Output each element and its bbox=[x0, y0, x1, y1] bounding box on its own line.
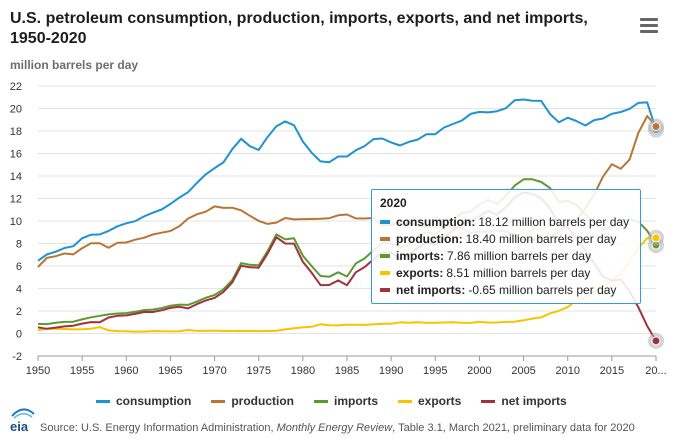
legend-item-exports[interactable]: exports bbox=[398, 394, 461, 408]
source-suffix: , Table 3.1, March 2021, preliminary dat… bbox=[392, 422, 635, 434]
tooltip-rows: consumption: 18.12 million barrels per da… bbox=[380, 213, 632, 298]
legend-swatch bbox=[481, 399, 496, 403]
y-tick-label: 22 bbox=[10, 81, 22, 93]
legend-item-consumption[interactable]: consumption bbox=[96, 394, 191, 408]
y-axis-units-label: million barrels per day bbox=[10, 58, 139, 72]
x-tick-label: 2010 bbox=[555, 365, 579, 377]
x-tick-label: 1985 bbox=[335, 365, 359, 377]
tooltip-value: 7.86 million barrels per day bbox=[447, 248, 592, 263]
y-tick-label: 4 bbox=[16, 284, 22, 296]
x-tick-label: 1980 bbox=[291, 365, 315, 377]
legend-item-imports[interactable]: imports bbox=[313, 394, 378, 408]
tooltip-value: -0.65 million barrels per day bbox=[468, 282, 617, 297]
x-tick-label: 1955 bbox=[70, 365, 94, 377]
y-tick-label: 16 bbox=[10, 149, 22, 161]
legend-swatch bbox=[313, 399, 328, 403]
x-tick-label: 1970 bbox=[202, 365, 226, 377]
y-tick-label: 18 bbox=[10, 126, 22, 138]
tooltip-value: 8.51 million barrels per day bbox=[446, 265, 591, 280]
tooltip-label: production: bbox=[396, 231, 463, 246]
legend-swatch bbox=[211, 399, 226, 403]
tooltip-swatch bbox=[380, 236, 390, 241]
tooltip-label: exports: bbox=[396, 265, 444, 280]
x-tick-label: 1950 bbox=[26, 365, 50, 377]
tooltip-swatch bbox=[380, 287, 390, 292]
y-tick-label: 10 bbox=[10, 216, 22, 228]
legend-label: imports bbox=[333, 394, 378, 408]
legend-swatch bbox=[398, 399, 412, 403]
tooltip-row: exports: 8.51 million barrels per day bbox=[380, 264, 632, 281]
tooltip-year: 2020 bbox=[380, 196, 407, 210]
legend-swatch bbox=[96, 399, 110, 403]
series-marker-production bbox=[651, 122, 661, 131]
source-publication: Monthly Energy Review bbox=[276, 422, 393, 434]
chart-markers bbox=[648, 118, 664, 349]
y-tick-label: 14 bbox=[10, 171, 22, 183]
x-tick-label: 1965 bbox=[158, 365, 182, 377]
series-marker-exports bbox=[651, 233, 661, 243]
y-tick-label: 2 bbox=[16, 306, 22, 318]
chart-legend: consumption production imports exports net i… bbox=[96, 394, 587, 408]
tooltip-label: imports: bbox=[396, 248, 444, 263]
menu-bar bbox=[640, 18, 658, 21]
tooltip-swatch bbox=[380, 270, 390, 275]
tooltip-swatch bbox=[380, 219, 390, 224]
legend-item-net-imports[interactable]: net imports bbox=[481, 394, 567, 408]
tooltip-value: 18.40 million barrels per day bbox=[465, 231, 617, 246]
hamburger-menu-icon[interactable] bbox=[640, 18, 658, 34]
x-tick-label: 2005 bbox=[511, 365, 535, 377]
source-prefix: Source: U.S. Energy Information Administ… bbox=[40, 422, 277, 434]
tooltip-row: consumption: 18.12 million barrels per da… bbox=[380, 213, 632, 230]
y-tick-label: 12 bbox=[10, 194, 22, 206]
menu-bar bbox=[640, 30, 658, 33]
y-tick-label: -2 bbox=[12, 351, 22, 363]
x-tick-label: 1960 bbox=[114, 365, 138, 377]
y-tick-label: 8 bbox=[16, 239, 22, 251]
series-line-consumption bbox=[37, 98, 657, 262]
legend-label: net imports bbox=[501, 394, 567, 408]
tooltip-label: net imports: bbox=[396, 282, 466, 297]
data-tooltip: 2020 consumption: 18.12 million barrels p… bbox=[371, 189, 641, 304]
tooltip-value: 18.12 million barrels per day bbox=[478, 214, 630, 229]
y-tick-label: 20 bbox=[10, 104, 22, 116]
tooltip-row: production: 18.40 million barrels per day bbox=[380, 230, 632, 247]
chart-title: U.S. petroleum consumption, production, … bbox=[10, 10, 588, 47]
tooltip-label: consumption: bbox=[396, 214, 476, 229]
legend-label: production bbox=[231, 394, 294, 408]
eia-logo: eia bbox=[10, 408, 35, 434]
tooltip-row: imports: 7.86 million barrels per day bbox=[380, 247, 632, 264]
series-marker-net-imports bbox=[651, 336, 661, 346]
x-tick-label: 20... bbox=[645, 365, 666, 377]
y-tick-label: 6 bbox=[16, 261, 22, 273]
legend-item-production[interactable]: production bbox=[211, 394, 294, 408]
x-tick-label: 1990 bbox=[379, 365, 403, 377]
legend-label: consumption bbox=[116, 394, 192, 408]
x-tick-label: 1995 bbox=[423, 365, 447, 377]
y-tick-label: 0 bbox=[16, 329, 22, 341]
x-tick-label: 2015 bbox=[600, 365, 624, 377]
tooltip-row: net imports: -0.65 million barrels per da… bbox=[380, 281, 632, 298]
y-axis-ticks: -2 0 2 4 6 8 10 12 14 16 18 20 22 bbox=[10, 81, 22, 363]
x-axis-ticks: 1950 1955 1960 1965 1970 1975 1980 1985 1990 1995… bbox=[26, 356, 667, 377]
x-tick-label: 1975 bbox=[246, 365, 270, 377]
source-note: Source: U.S. Energy Information Administ… bbox=[40, 422, 635, 434]
series-line-exports bbox=[37, 236, 657, 333]
eia-logo-text: eia bbox=[10, 419, 29, 434]
tooltip-swatch bbox=[380, 253, 390, 258]
menu-bar bbox=[640, 24, 658, 27]
legend-label: exports bbox=[418, 394, 462, 408]
x-tick-label: 2000 bbox=[467, 365, 491, 377]
